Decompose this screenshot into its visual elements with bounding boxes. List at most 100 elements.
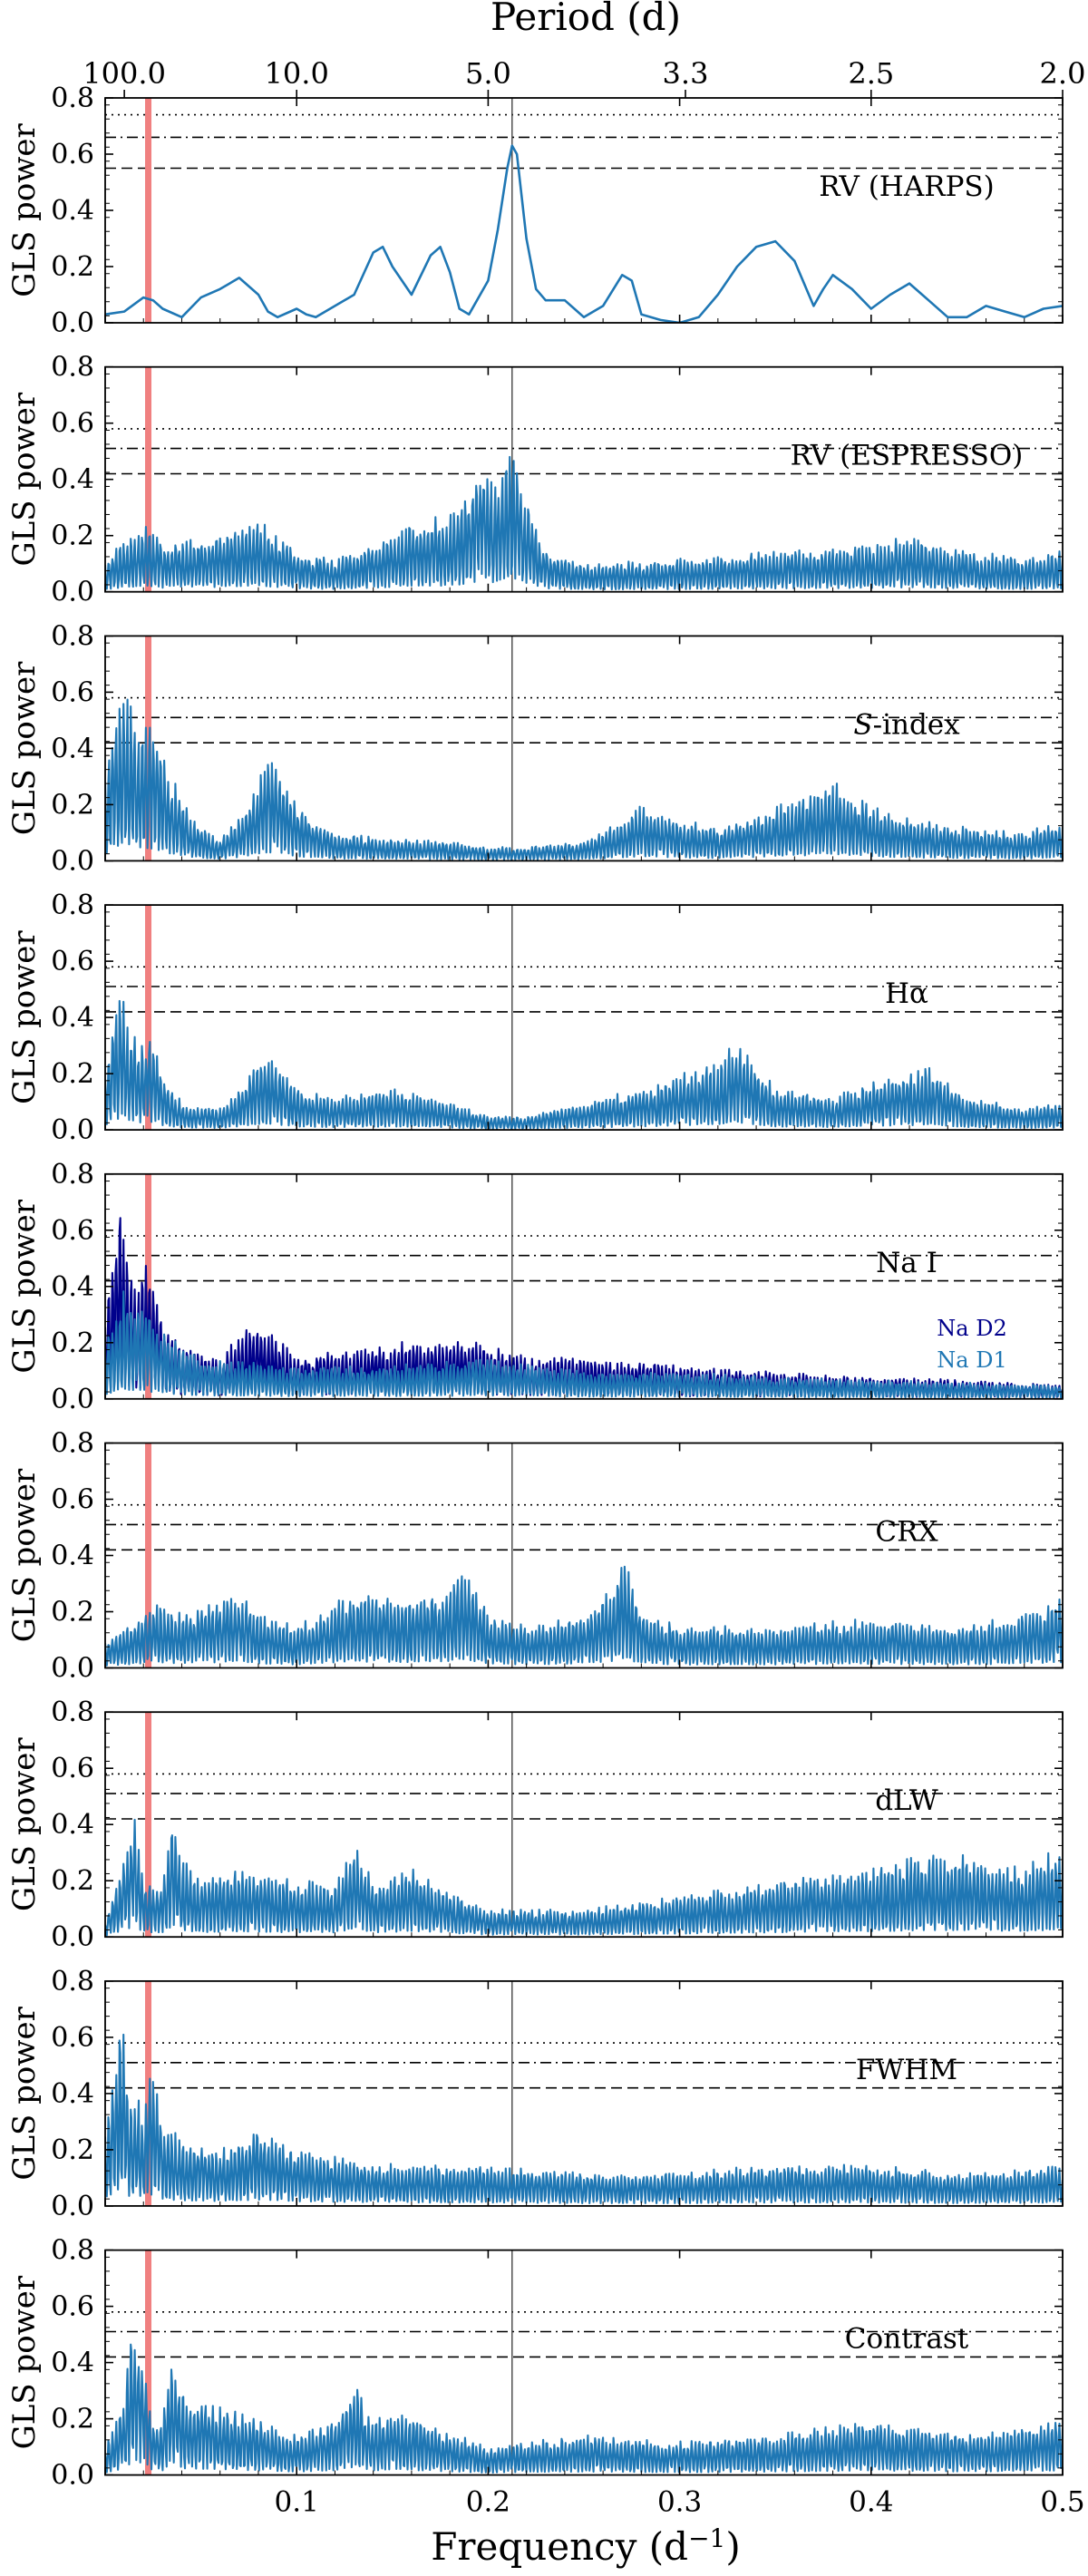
- y-tick-label: 0.8: [51, 1428, 94, 1460]
- series-line-rv-espresso-: [105, 455, 1063, 591]
- y-tick-label: 0.4: [51, 2348, 94, 2379]
- y-tick-label: 0.6: [51, 946, 94, 977]
- y-tick-label: 0.2: [51, 2134, 94, 2166]
- y-tick-label: 0.0: [51, 1921, 94, 1953]
- y-axis-title: GLS power: [6, 2006, 43, 2180]
- y-tick-label: 0.6: [51, 676, 94, 708]
- y-tick-label: 0.4: [51, 1541, 94, 1572]
- chart-panel-1: 0.0 0.2 0.4 0.6 0.8 GLS power RV (HARPS) 100.0 1…: [6, 56, 1085, 339]
- y-tick-label: 0.6: [51, 2022, 94, 2054]
- series-line-na-d1: [105, 1290, 1063, 1399]
- x-tick-label: 0.3: [657, 2486, 702, 2519]
- panel-label: FWHM: [856, 2054, 957, 2086]
- y-tick-label: 0.2: [51, 520, 94, 552]
- x-axis-title: Frequency (d−1): [431, 2523, 740, 2569]
- y-tick-label: 0.6: [51, 1753, 94, 1784]
- y-tick-label: 0.2: [51, 251, 94, 283]
- y-tick-label: 0.8: [51, 83, 94, 114]
- y-tick-label: 0.0: [51, 1114, 94, 1146]
- y-tick-label: 0.4: [51, 1002, 94, 1034]
- panel-label-italic: S: [853, 708, 872, 741]
- y-axis-title: GLS power: [6, 2275, 43, 2449]
- series-line-na-d2: [105, 1217, 1063, 1399]
- panel-label: RV (ESPRESSO): [791, 440, 1024, 472]
- y-tick-label: 0.0: [51, 2191, 94, 2222]
- y-tick-label: 0.4: [51, 2078, 94, 2110]
- top-tick-label: 100.0: [83, 56, 166, 91]
- y-tick-label: 0.2: [51, 2404, 94, 2435]
- panel-label: CRX: [875, 1516, 937, 1549]
- legend-entry: Na D1: [937, 1347, 1006, 1373]
- top-axis-title: Period (d): [491, 0, 681, 39]
- y-tick-label: 0.8: [51, 1966, 94, 1998]
- x-tick-label: 0.1: [275, 2486, 319, 2519]
- y-tick-label: 0.0: [51, 1653, 94, 1685]
- y-axis-title: GLS power: [6, 122, 43, 296]
- y-tick-label: 0.0: [51, 2460, 94, 2492]
- y-tick-label: 0.0: [51, 577, 94, 608]
- y-axis-title: GLS power: [6, 661, 43, 835]
- x-axis-title-exponent: −1: [688, 2523, 725, 2553]
- x-tick-label: 0.4: [849, 2486, 893, 2519]
- series-line-fwhm: [105, 2033, 1063, 2204]
- y-tick-label: 0.4: [51, 733, 94, 764]
- y-tick-label: 0.8: [51, 2235, 94, 2267]
- x-axis-title-close: ): [725, 2524, 740, 2569]
- x-tick-label: 0.5: [1040, 2486, 1084, 2519]
- panel-label: S-index: [853, 708, 960, 741]
- panel-frame: [104, 97, 1064, 324]
- y-tick-label: 0.6: [51, 2291, 94, 2323]
- y-tick-label: 0.8: [51, 1696, 94, 1728]
- y-tick-label: 0.4: [51, 1271, 94, 1303]
- series-line-rv-harps-: [105, 144, 1063, 323]
- y-axis-title: GLS power: [6, 392, 43, 566]
- panel-label-rest: -index: [873, 708, 961, 741]
- top-tick-label: 2.5: [848, 56, 894, 91]
- y-tick-label: 0.4: [51, 464, 94, 496]
- y-tick-label: 0.0: [51, 845, 94, 877]
- y-tick-label: 0.6: [51, 1215, 94, 1247]
- panel-label: RV (HARPS): [819, 170, 995, 203]
- y-axis-title: GLS power: [6, 1468, 43, 1642]
- y-tick-label: 0.0: [51, 1384, 94, 1415]
- y-tick-label: 0.6: [51, 139, 94, 170]
- x-tick-label: 0.2: [466, 2486, 510, 2519]
- series-line-h-: [105, 999, 1063, 1130]
- series-line-crx: [105, 1565, 1063, 1667]
- panel-label: Na I: [876, 1247, 937, 1279]
- panel-label: Hα: [885, 977, 928, 1010]
- y-tick-label: 0.6: [51, 408, 94, 440]
- top-tick-label: 10.0: [265, 56, 329, 91]
- y-tick-label: 0.8: [51, 620, 94, 652]
- top-tick-label: 5.0: [465, 56, 511, 91]
- panel-label: dLW: [875, 1784, 938, 1817]
- y-axis-title: GLS power: [6, 930, 43, 1104]
- top-tick-label: 3.3: [663, 56, 709, 91]
- y-axis-title: GLS power: [6, 1199, 43, 1373]
- y-tick-label: 0.8: [51, 1159, 94, 1191]
- y-tick-label: 0.8: [51, 352, 94, 384]
- y-tick-label: 0.2: [51, 1865, 94, 1897]
- y-tick-label: 0.4: [51, 1809, 94, 1841]
- series-line-contrast: [105, 2343, 1063, 2474]
- x-axis-title-main: Frequency (d: [431, 2524, 688, 2569]
- y-tick-label: 0.2: [51, 1327, 94, 1359]
- panel-label: Contrast: [845, 2323, 969, 2356]
- y-tick-label: 0.8: [51, 889, 94, 921]
- y-axis-title: GLS power: [6, 1737, 43, 1911]
- series-line-dlw: [105, 1818, 1063, 1937]
- y-tick-label: 0.4: [51, 195, 94, 227]
- legend-entry: Na D2: [937, 1316, 1006, 1341]
- y-tick-label: 0.2: [51, 1597, 94, 1628]
- y-tick-label: 0.2: [51, 789, 94, 821]
- y-tick-label: 0.0: [51, 307, 94, 339]
- top-tick-label: 2.0: [1040, 56, 1086, 91]
